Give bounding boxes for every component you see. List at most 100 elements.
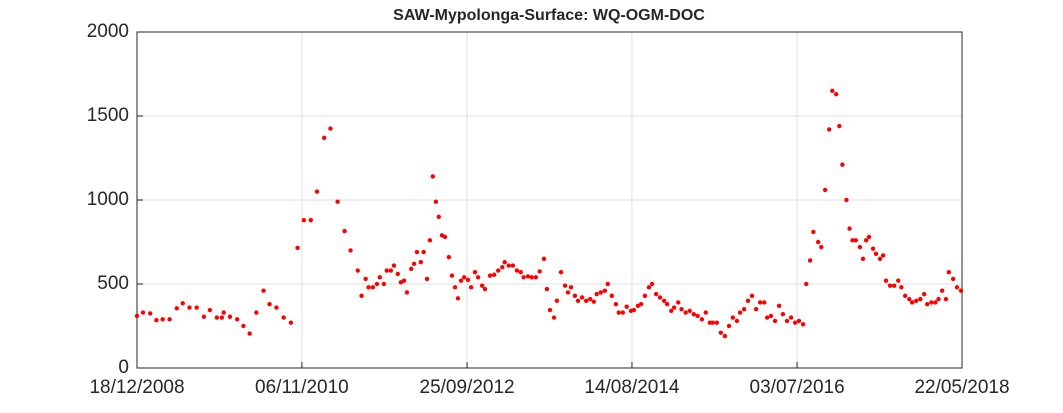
x-tick-label: 22/05/2018: [914, 377, 1009, 398]
data-point: [541, 256, 547, 261]
data-point: [321, 135, 327, 141]
data-point: [730, 315, 736, 320]
data-point: [575, 298, 581, 303]
data-point: [649, 281, 655, 287]
data-point: [370, 285, 376, 290]
data-point: [421, 249, 426, 255]
x-tick-label: 25/09/2012: [420, 377, 515, 398]
data-point: [514, 268, 520, 273]
data-point: [465, 277, 471, 282]
data-point: [221, 310, 226, 315]
data-point: [616, 310, 621, 315]
data-point: [381, 281, 387, 287]
data-point: [837, 123, 842, 129]
data-point: [442, 234, 448, 240]
data-point: [475, 275, 481, 280]
data-point: [815, 239, 821, 245]
data-point: [780, 312, 786, 317]
data-point: [491, 272, 497, 277]
data-point: [274, 305, 279, 310]
data-point: [714, 320, 720, 325]
data-point: [468, 285, 474, 290]
data-point: [452, 285, 458, 290]
data-point: [281, 315, 286, 320]
data-point: [657, 295, 663, 300]
data-point: [579, 295, 585, 300]
data-point: [703, 310, 708, 315]
data-point: [757, 300, 763, 305]
data-point: [482, 286, 488, 292]
data-point: [342, 228, 347, 234]
data-point: [424, 276, 430, 282]
data-point: [214, 315, 220, 320]
data-point: [936, 296, 941, 302]
data-point: [458, 278, 464, 283]
data-point: [261, 288, 266, 293]
data-point: [710, 320, 715, 325]
data-point: [374, 281, 380, 287]
y-tick-label: 0: [118, 357, 129, 378]
data-point: [631, 307, 637, 313]
data-point: [180, 301, 185, 306]
data-point: [866, 234, 872, 240]
data-point: [863, 238, 869, 243]
data-point: [853, 238, 859, 243]
data-point: [404, 290, 410, 295]
data-point: [436, 214, 441, 219]
data-point: [227, 314, 233, 319]
data-point: [646, 285, 652, 290]
data-point: [433, 199, 439, 204]
data-point: [562, 283, 568, 288]
data-point: [167, 317, 172, 322]
data-point: [958, 288, 964, 293]
data-point: [907, 296, 912, 302]
data-point: [295, 245, 300, 251]
data-point: [254, 310, 259, 315]
data-point: [314, 189, 320, 194]
data-point: [950, 276, 956, 282]
data-point: [776, 303, 782, 309]
data-point: [247, 331, 252, 336]
y-tick-label: 2000: [87, 21, 129, 42]
data-point: [796, 318, 802, 324]
data-point: [401, 278, 407, 283]
data-point: [554, 298, 560, 303]
data-point: [207, 307, 213, 313]
data-point: [844, 197, 849, 203]
data-point: [880, 253, 886, 258]
data-point: [695, 313, 700, 319]
data-point: [201, 314, 207, 319]
data-point: [762, 300, 767, 305]
data-point: [792, 320, 798, 325]
data-point: [642, 293, 648, 298]
data-point: [446, 254, 452, 260]
data-point: [827, 127, 832, 132]
data-point: [850, 238, 855, 243]
data-point: [427, 238, 433, 243]
data-point: [624, 304, 629, 309]
data-point: [737, 310, 743, 315]
data-point: [328, 126, 333, 131]
data-point: [355, 268, 360, 273]
data-point: [914, 298, 919, 303]
data-point: [219, 315, 225, 320]
data-point: [687, 308, 692, 314]
data-point: [954, 285, 960, 290]
data-point: [518, 270, 523, 275]
data-point: [391, 263, 397, 268]
x-tick-label: 03/07/2016: [750, 377, 845, 398]
data-point: [830, 88, 835, 94]
data-point: [547, 307, 553, 313]
data-point: [194, 305, 199, 310]
data-point: [140, 310, 146, 315]
data-point: [718, 330, 724, 335]
data-point: [653, 291, 659, 297]
data-point: [745, 298, 751, 303]
data-point: [699, 317, 705, 322]
data-point: [819, 244, 824, 250]
x-tick-label: 14/08/2014: [584, 377, 680, 398]
data-point: [525, 274, 531, 279]
data-point: [234, 317, 240, 322]
data-point: [363, 276, 368, 282]
data-point: [598, 290, 603, 295]
